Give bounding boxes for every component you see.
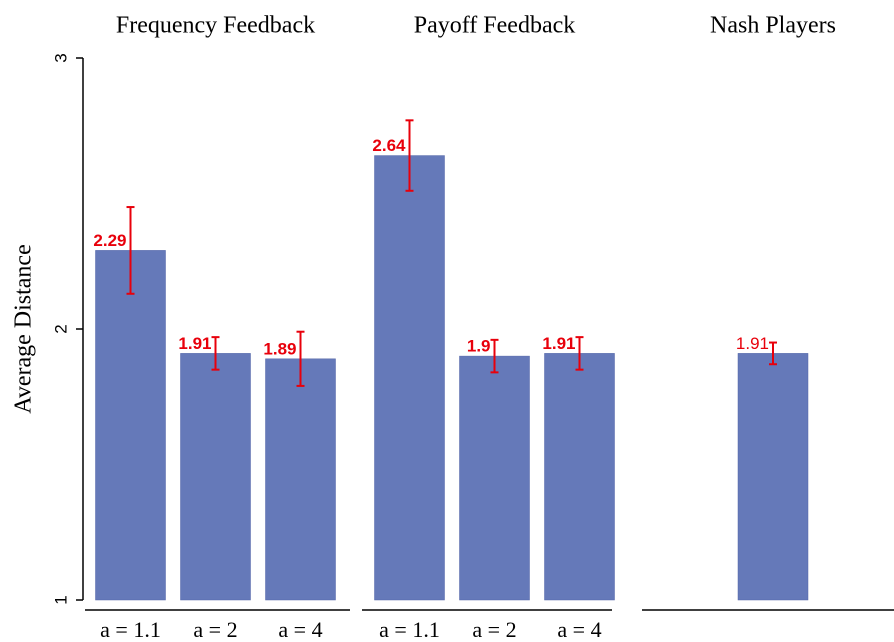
value-label: 2.29 [93, 231, 126, 250]
value-label: 1.91 [542, 334, 575, 353]
bar [737, 353, 809, 601]
x-tick-label: a = 1.1 [379, 617, 440, 642]
panel-title: Frequency Feedback [116, 13, 315, 39]
x-tick-label: a = 2 [472, 617, 516, 642]
value-label: 1.91 [736, 334, 769, 353]
y-tick-label: 1 [51, 595, 70, 604]
x-tick-label: a = 4 [557, 617, 601, 642]
x-tick-label: a = 1.1 [100, 617, 161, 642]
panel-title: Nash Players [710, 13, 836, 39]
bar [459, 355, 530, 601]
value-label: 1.9 [467, 337, 491, 356]
x-tick-label: a = 2 [193, 617, 237, 642]
y-tick-label: 3 [51, 53, 70, 62]
panel-title: Payoff Feedback [414, 13, 576, 39]
x-tick-label: a = 4 [278, 617, 322, 642]
value-label: 1.89 [263, 339, 296, 358]
bar [374, 155, 445, 601]
bar [265, 358, 336, 601]
y-tick-label: 2 [51, 324, 70, 333]
bar [95, 250, 166, 601]
value-label: 1.91 [178, 334, 211, 353]
bar [544, 353, 615, 601]
bar [180, 353, 251, 601]
y-axis-label: Average Distance [11, 244, 37, 413]
value-label: 2.64 [372, 136, 406, 155]
